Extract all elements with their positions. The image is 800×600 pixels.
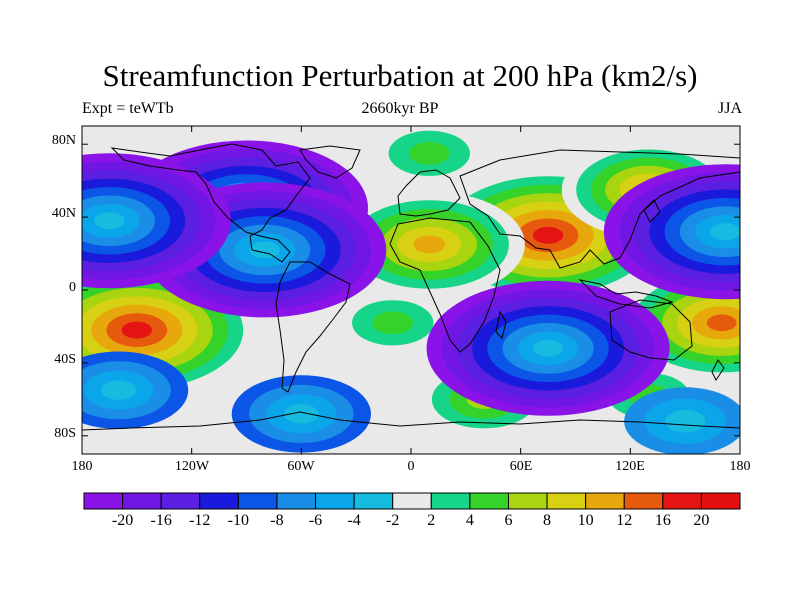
xtick-60w: 60W [287, 459, 315, 474]
colorbar-box-15 [662, 492, 702, 510]
colorbar-box-16 [700, 492, 741, 510]
colorbar-label-1: -16 [150, 512, 172, 529]
colorbar-label-5: -6 [308, 512, 323, 529]
ytick-80s: 80S [54, 426, 76, 441]
coast-japan [643, 199, 661, 223]
colorbar-label-3: -10 [227, 512, 249, 529]
colorbar-label-9: 4 [465, 512, 474, 529]
colorbar [83, 492, 741, 510]
colorbar-label-11: 8 [543, 512, 552, 529]
colorbar-box-10 [469, 492, 509, 510]
xtick-180e: 180 [729, 459, 751, 474]
ytick-0: 0 [69, 280, 76, 295]
colorbar-label-7: -2 [386, 512, 400, 529]
coast-asia [459, 149, 740, 269]
contour-0-level-7 [532, 226, 564, 244]
colorbar-label-14: 16 [654, 512, 671, 529]
coast-south-america [275, 261, 351, 393]
experiment-label: Expt = teWTb [82, 100, 174, 117]
colorbar-label-2: -12 [189, 512, 211, 529]
ytick-40s: 40S [54, 352, 76, 367]
colorbar-box-8 [392, 492, 432, 510]
colorbar-box-1 [122, 492, 162, 510]
colorbar-box-14 [623, 492, 664, 510]
colorbar-label-10: 6 [504, 512, 513, 529]
contour-2-level-5 [413, 235, 446, 254]
colorbar-label-13: 12 [616, 512, 633, 529]
coast-antarctica [82, 411, 740, 431]
chart-title: Streamfunction Perturbation at 200 hPa (… [102, 58, 698, 93]
xtick-60e: 60E [509, 459, 533, 474]
contour-14-level-7 [532, 339, 564, 357]
colorbar-box-4 [237, 492, 278, 510]
colorbar-box-3 [199, 492, 239, 510]
colorbar-label-6: -4 [347, 512, 361, 529]
colorbar-label-4: -8 [270, 512, 284, 529]
colorbar-label-0: -20 [111, 512, 134, 529]
coast-new-zealand [711, 359, 725, 381]
ytick-40n: 40N [51, 206, 76, 221]
axis-ticks [81, 126, 741, 454]
xtick-180w: 180 [71, 459, 93, 474]
colorbar-box-13 [585, 492, 625, 510]
colorbar-box-0 [83, 492, 124, 510]
xtick-120w: 120W [174, 459, 210, 474]
time-label: 2660kyr BP [361, 100, 439, 117]
colorbar-box-9 [430, 492, 471, 510]
contour-17-level-2 [664, 409, 706, 433]
coast-indonesia [578, 279, 674, 309]
colorbar-box-12 [546, 492, 587, 510]
contour-4-level-7 [121, 321, 153, 339]
coast-africa [389, 217, 501, 353]
colorbar-box-6 [315, 492, 355, 510]
contour-13-level-7 [710, 223, 740, 241]
ytick-80n: 80N [51, 133, 76, 148]
coast-north-america [110, 143, 311, 263]
colorbar-label-12: 10 [577, 512, 594, 529]
coastlines [82, 143, 740, 431]
coast-europe [397, 169, 461, 217]
coast-greenland [299, 145, 361, 179]
contour-9-level-2 [408, 142, 450, 165]
coast-australia [609, 299, 693, 361]
colorbar-box-2 [160, 492, 201, 510]
contour-11-level-7 [249, 241, 280, 259]
contour-6-level-2 [372, 311, 414, 335]
contour-15-level-3 [283, 404, 319, 424]
colorbar-label-8: 2 [427, 512, 436, 529]
contour-16-level-3 [101, 380, 136, 400]
colorbar-box-5 [276, 492, 317, 510]
contour-field [82, 126, 740, 454]
season-label: JJA [717, 100, 742, 117]
contour-12-level-7 [94, 212, 125, 230]
xtick-120e: 120E [615, 459, 645, 474]
colorbar-label-15: 20 [693, 512, 710, 529]
coast-madagascar [495, 310, 507, 339]
contour-5-level-6 [706, 314, 737, 332]
colorbar-box-7 [353, 492, 394, 510]
xtick-0: 0 [407, 459, 415, 474]
colorbar-box-11 [507, 492, 548, 510]
